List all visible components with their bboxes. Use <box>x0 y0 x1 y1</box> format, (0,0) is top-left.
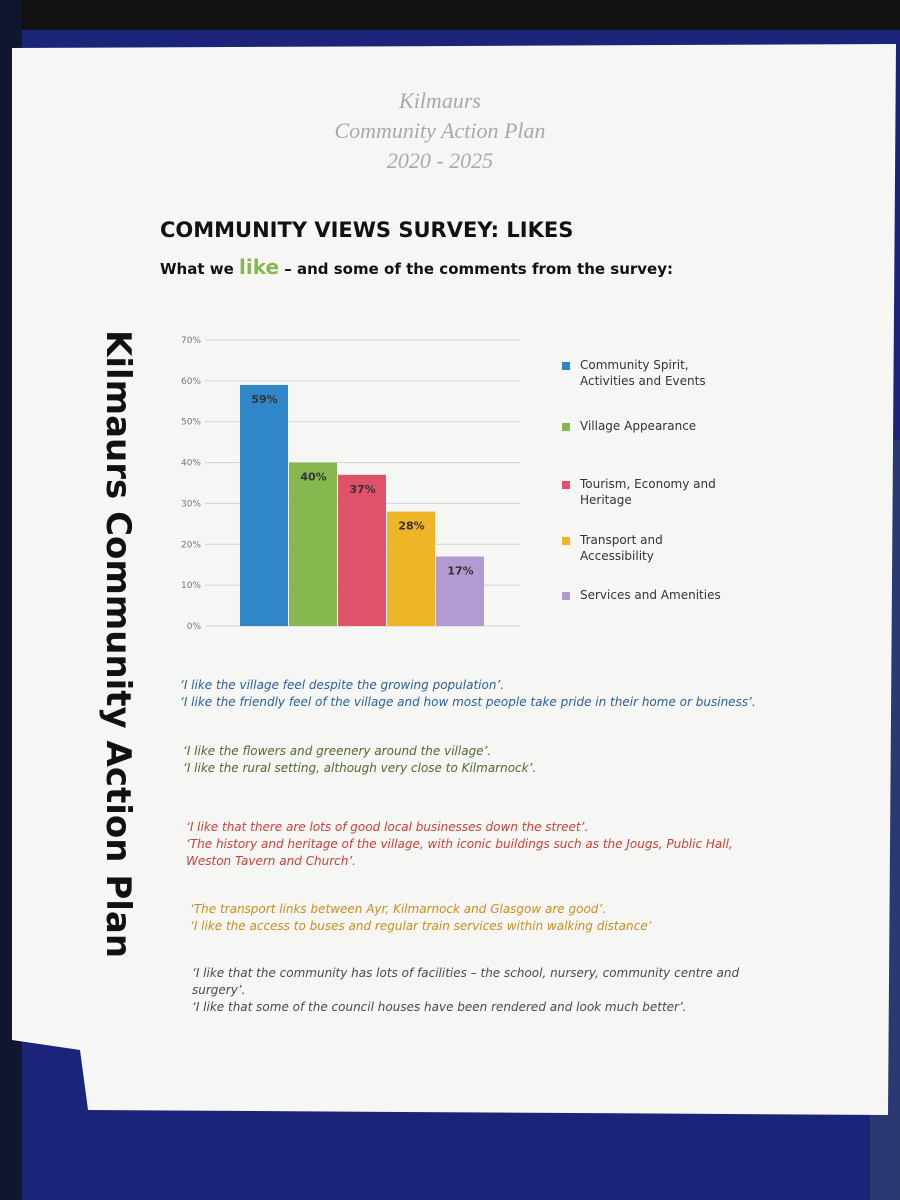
comment-line: ‘I like the friendly feel of the village… <box>180 695 756 709</box>
legend-swatch <box>562 423 570 431</box>
heading: COMMUNITY VIEWS SURVEY: LIKES <box>160 218 574 242</box>
y-tick-label: 0% <box>187 622 202 632</box>
comment-line: ‘I like the village feel despite the gro… <box>180 678 505 692</box>
value-label: 17% <box>447 565 473 578</box>
comment-line: ‘I like the rural setting, although very… <box>183 761 537 775</box>
bar <box>240 384 288 626</box>
plan-title: Kilmaurs <box>399 88 481 113</box>
plan-title: 2020 - 2025 <box>386 148 494 173</box>
y-tick-label: 30% <box>181 499 201 509</box>
comment-line: ‘I like that some of the council houses … <box>192 1000 687 1014</box>
subheading-part: – and some of the comments from the surv… <box>279 260 673 278</box>
comment-line: surgery’. <box>192 983 246 997</box>
value-label: 37% <box>349 483 375 496</box>
comment-line: ‘The history and heritage of the village… <box>186 837 733 851</box>
value-label: 59% <box>251 393 277 406</box>
legend-label: Services and Amenities <box>580 588 721 602</box>
y-tick-label: 60% <box>181 377 201 387</box>
legend-swatch <box>562 592 570 600</box>
side-title: Kilmaurs Community Action Plan <box>98 330 138 959</box>
comment-line: ‘I like that the community has lots of f… <box>192 966 740 980</box>
legend-label: Community Spirit, Activities and Events <box>580 358 706 388</box>
comment-line: ‘I like the flowers and greenery around … <box>183 744 492 758</box>
legend-label: Village Appearance <box>580 419 697 433</box>
value-label: 40% <box>300 471 326 484</box>
legend-swatch <box>562 537 570 545</box>
value-label: 28% <box>398 520 424 533</box>
bar <box>338 474 386 626</box>
y-tick-label: 10% <box>181 581 201 591</box>
comment-line: Weston Tavern and Church’. <box>186 854 356 868</box>
comment-line: ‘I like the access to buses and regular … <box>190 919 652 933</box>
bar <box>387 511 435 626</box>
legend-label: Transport and Accessibility <box>580 533 663 563</box>
board-frame <box>0 0 900 30</box>
bar <box>289 462 337 626</box>
legend-label: Tourism, Economy and Heritage <box>580 477 716 507</box>
bar <box>436 556 484 626</box>
y-tick-label: 50% <box>181 418 201 428</box>
comment-line: ‘I like that there are lots of good loca… <box>186 820 589 834</box>
plan-title: Community Action Plan <box>334 118 546 143</box>
legend-swatch <box>562 362 570 370</box>
y-tick-label: 70% <box>181 336 201 346</box>
subheading-part: What we <box>160 260 239 278</box>
y-tick-label: 20% <box>181 540 201 550</box>
comment-line: ‘The transport links between Ayr, Kilmar… <box>190 902 607 916</box>
y-tick-label: 40% <box>181 459 201 469</box>
legend-swatch <box>562 481 570 489</box>
subheading: What we like – and some of the comments … <box>160 255 673 279</box>
subheading-part: like <box>239 255 280 279</box>
